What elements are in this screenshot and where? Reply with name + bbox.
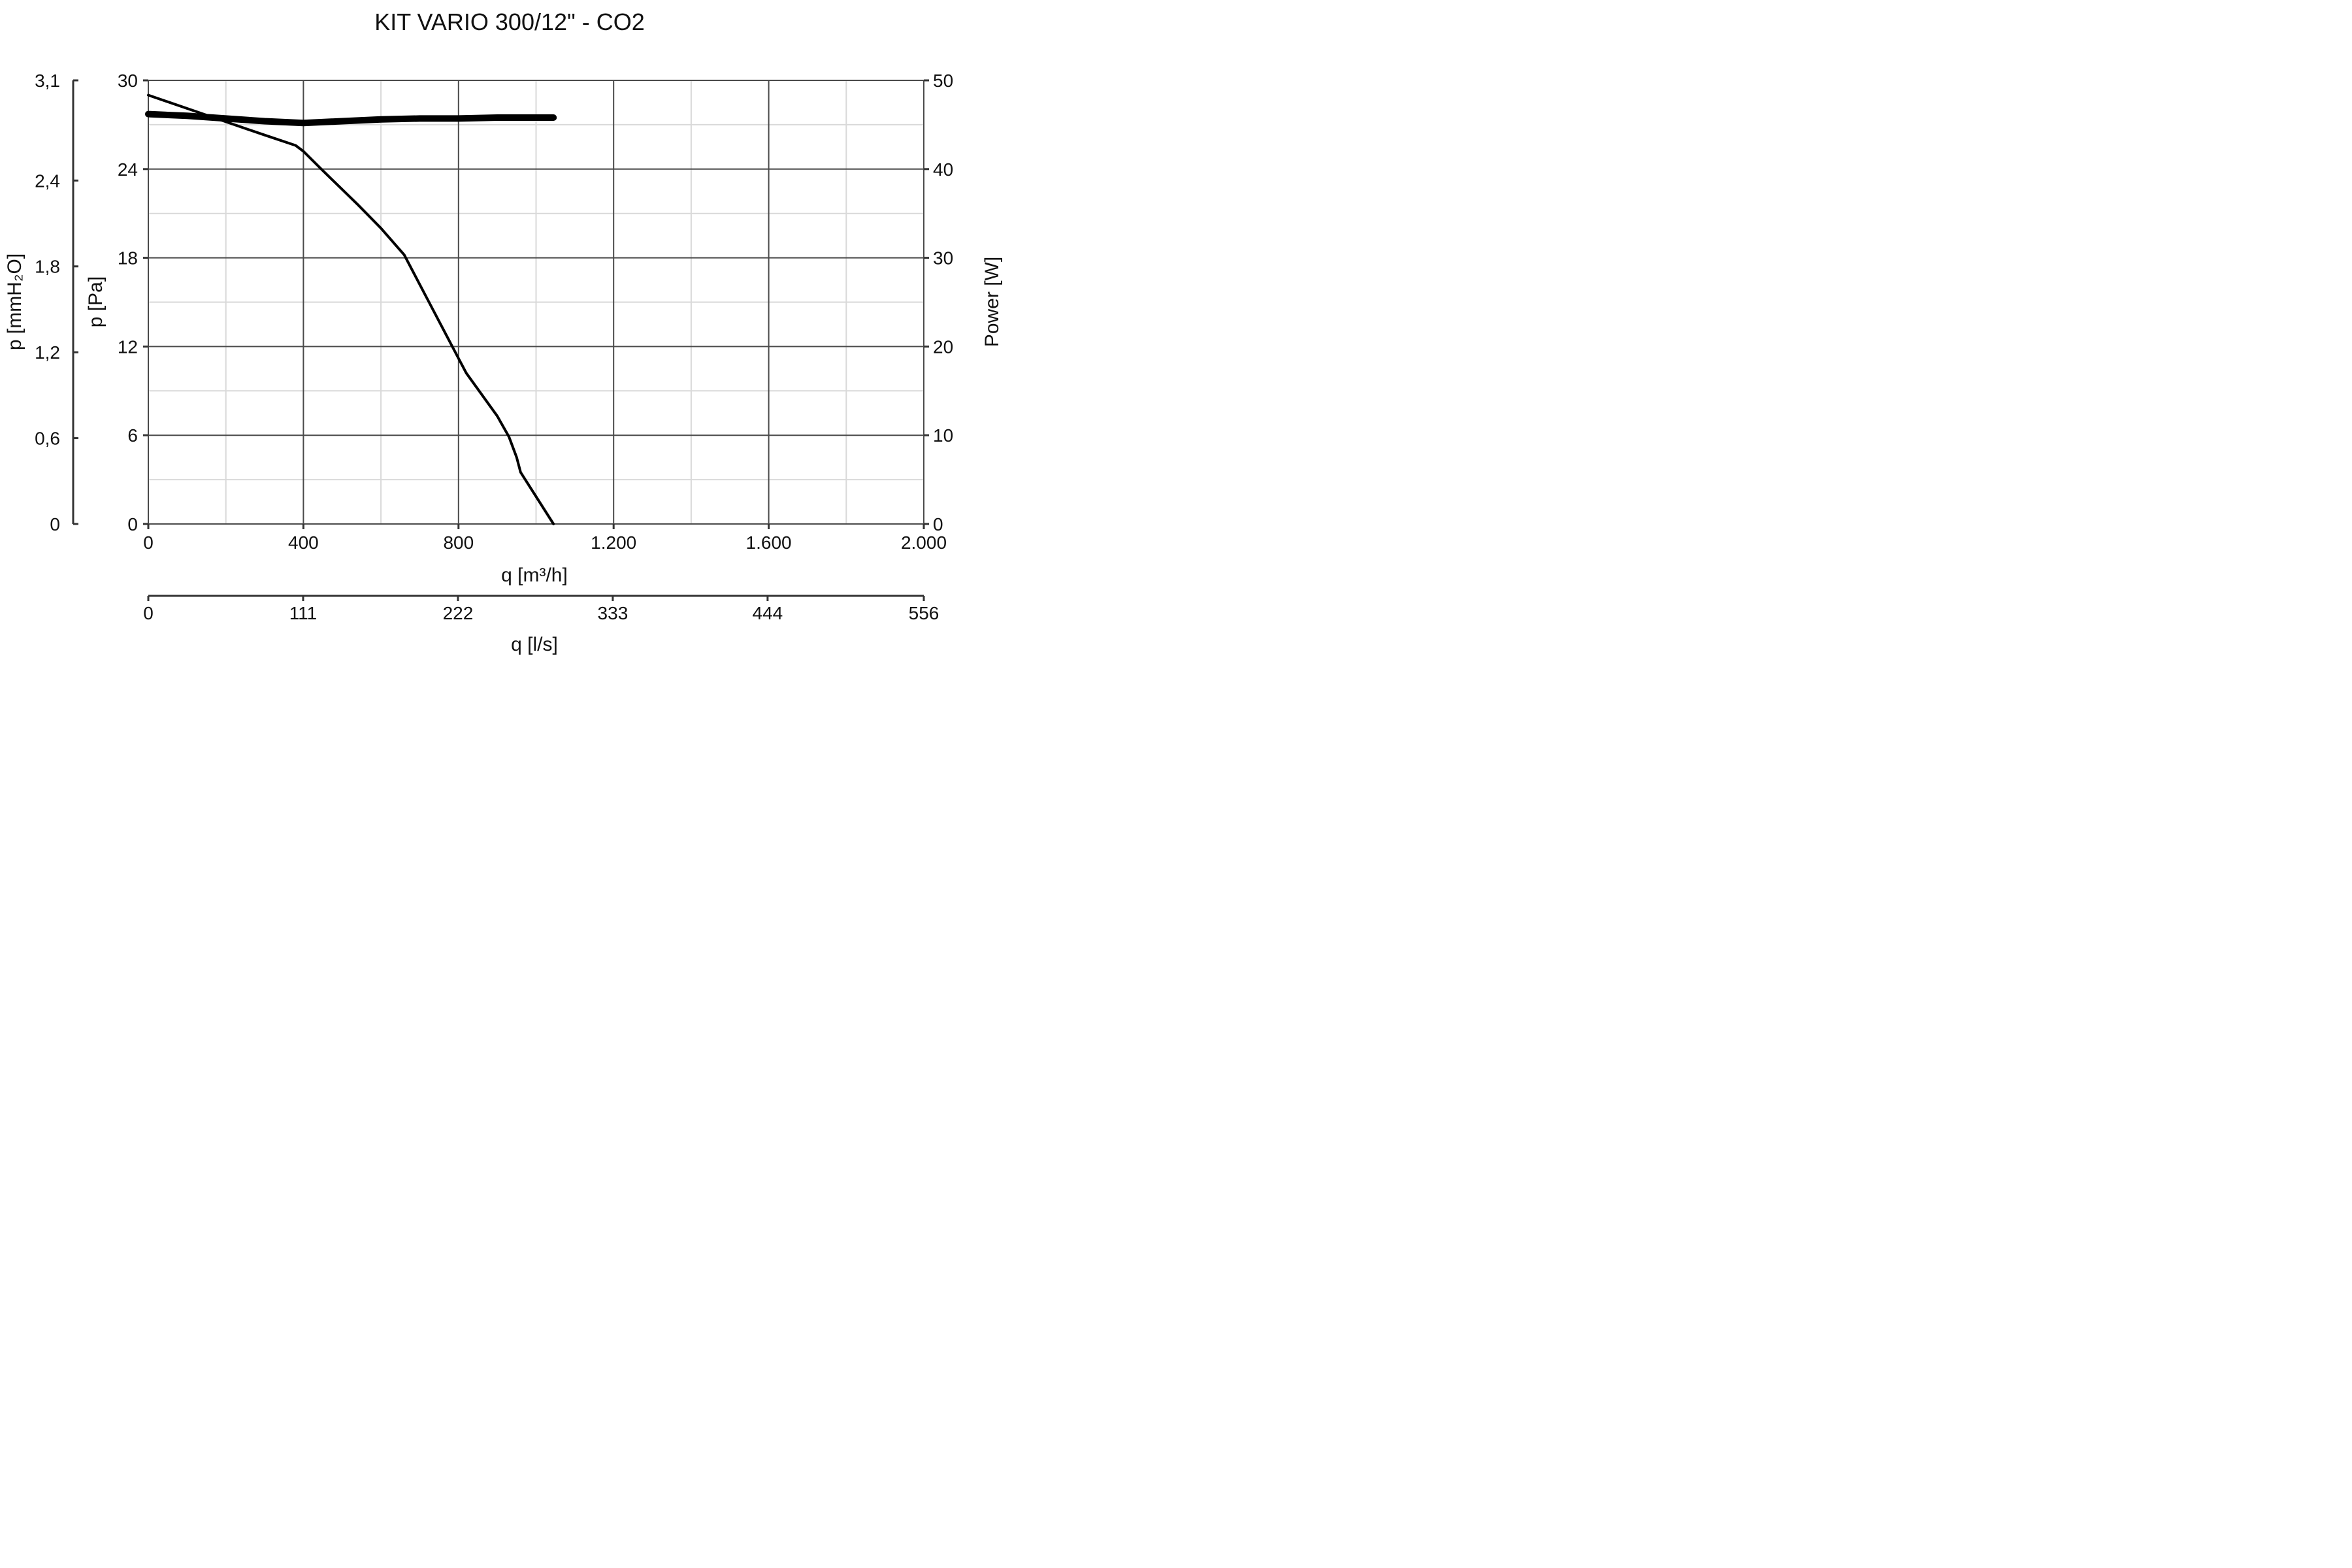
y2-tick-label: 0 [933, 514, 943, 534]
chart-title: KIT VARIO 300/12" - CO2 [374, 8, 645, 35]
grid [148, 80, 924, 525]
x-axis-label: q [m³/h] [501, 564, 568, 586]
y2-tick-label: 10 [933, 425, 953, 446]
x-tick-label: 1.200 [591, 532, 636, 553]
x2-tick-label: 0 [143, 603, 154, 623]
y-tick-label: 24 [118, 159, 138, 180]
y-tick-label: 30 [118, 71, 138, 91]
x2-tick-label: 444 [753, 603, 783, 623]
y-outer-tick-label: 1,2 [35, 342, 60, 363]
y-outer-tick-label: 0,6 [35, 429, 60, 449]
x2-tick-label: 556 [909, 603, 939, 623]
y-outer-tick-label: 0 [50, 514, 60, 534]
y-tick-label: 18 [118, 248, 138, 269]
y2-tick-label: 50 [933, 71, 953, 91]
x-tick-label: 2.000 [901, 532, 947, 553]
y-tick-label: 12 [118, 336, 138, 357]
y-outer-tick-label: 2,4 [35, 171, 60, 191]
x2-axis-label: q [l/s] [511, 634, 558, 655]
power-curve [145, 110, 557, 127]
y-tick-label: 0 [127, 514, 138, 534]
x-tick-label: 0 [143, 532, 154, 553]
y-outer-tick-label: 1,8 [35, 257, 60, 277]
x2-tick-label: 111 [289, 603, 318, 623]
y2-axis-label: Power [W] [981, 257, 1003, 347]
x-tick-label: 400 [288, 532, 319, 553]
pressure-curve [147, 93, 555, 525]
y-axis-label: p [Pa] [85, 276, 106, 327]
y-outer-tick-label: 3,1 [35, 71, 60, 91]
x2-tick-label: 222 [443, 603, 474, 623]
series-group [145, 93, 557, 525]
y2-tick-label: 20 [933, 336, 953, 357]
x-tick-label: 800 [443, 532, 474, 553]
y2-tick-label: 40 [933, 159, 953, 180]
y-outer-axis-label: p [mmH₂O] [4, 253, 25, 350]
fan-performance-chart: KIT VARIO 300/12" - CO2 0 400 800 1.200 1.60… [4, 8, 1003, 655]
x-tick-label: 1.600 [746, 532, 792, 553]
y2-tick-label: 30 [933, 248, 953, 269]
x2-tick-label: 333 [598, 603, 629, 623]
y-tick-label: 6 [127, 425, 138, 446]
